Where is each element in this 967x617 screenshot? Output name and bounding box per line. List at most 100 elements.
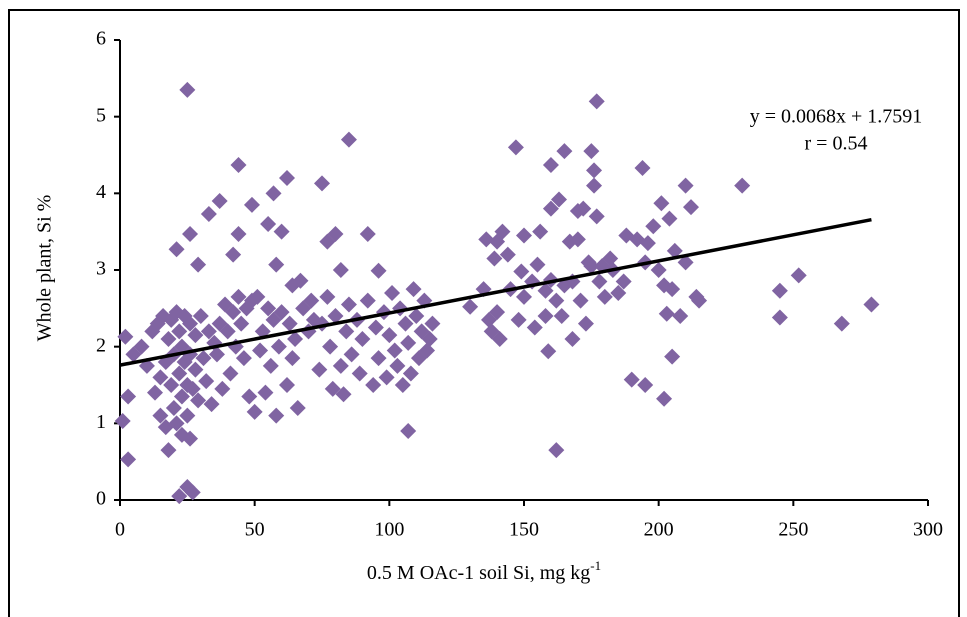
scatter-point [771, 309, 788, 326]
scatter-point [688, 288, 705, 305]
scatter-point [225, 246, 242, 263]
scatter-point [260, 300, 277, 317]
scatter-point [246, 403, 263, 420]
scatter-point [572, 292, 589, 309]
scatter-point [311, 361, 328, 378]
scatter-point [117, 328, 134, 345]
scatter-point [295, 300, 312, 317]
scatter-point [491, 331, 508, 347]
scatter-point [319, 288, 336, 305]
correlation-label: r = 0.54 [805, 133, 868, 155]
trend-equation: y = 0.0068x + 1.7591 [750, 106, 923, 128]
scatter-point [173, 388, 190, 405]
scatter-point [195, 350, 212, 367]
scatter-point [623, 371, 640, 388]
scatter-point [160, 442, 177, 459]
scatter-point [168, 415, 185, 432]
scatter-point [165, 400, 182, 416]
scatter-point [171, 323, 188, 340]
scatter-point [335, 386, 352, 403]
scatter-point [588, 208, 605, 225]
scatter-point [499, 246, 516, 263]
scatter-point [314, 175, 330, 192]
scatter-point [262, 357, 279, 374]
scatter-point [133, 338, 150, 355]
scatter-point [370, 350, 387, 367]
scatter-point [564, 331, 581, 347]
scatter-point [252, 342, 269, 359]
y-tick-label: 6 [96, 28, 106, 50]
scatter-point [322, 338, 339, 355]
scatter-point [516, 288, 532, 305]
scatter-point [419, 342, 436, 359]
scatter-point [278, 377, 295, 393]
scatter-point [664, 348, 681, 365]
scatter-point [147, 384, 164, 401]
y-tick-label: 0 [96, 488, 106, 510]
scatter-point [208, 346, 225, 363]
scatter-point [486, 250, 503, 267]
scatter-point [152, 369, 169, 386]
scatter-point [378, 369, 395, 386]
scatter-point [187, 327, 204, 344]
scatter-point [556, 143, 573, 160]
scatter-point [184, 380, 201, 397]
scatter-point [386, 342, 403, 359]
scatter-point [114, 413, 131, 430]
x-axis-label-superscript: -1 [590, 558, 601, 573]
scatter-point [510, 311, 527, 328]
scatter-point [268, 407, 285, 424]
scatter-point [152, 407, 169, 424]
scatter-point [400, 334, 417, 351]
scatter-point [588, 93, 605, 110]
scatter-point [664, 281, 681, 298]
x-tick-label: 0 [115, 519, 125, 541]
scatter-point [265, 185, 282, 202]
scatter-point [182, 225, 199, 242]
scatter-point [324, 380, 341, 397]
scatter-point [332, 357, 349, 374]
scatter-point [677, 177, 694, 194]
scatter-point [343, 346, 360, 363]
scatter-point [548, 292, 565, 309]
scatter-point [243, 196, 260, 213]
scatter-point [637, 377, 654, 393]
scatter-point [273, 304, 290, 321]
y-tick-label: 5 [96, 104, 106, 126]
scatter-point [682, 199, 699, 216]
scatter-point [338, 323, 355, 340]
scatter-point [529, 256, 546, 273]
scatter-point [480, 311, 497, 328]
scatter-point [319, 233, 336, 250]
scatter-point [182, 430, 199, 447]
scatter-point [230, 225, 247, 242]
scatter-point [179, 81, 196, 98]
scatter-point [400, 423, 417, 439]
scatter-point [402, 365, 419, 382]
scatter-point [235, 350, 252, 367]
scatter-point [596, 288, 613, 305]
scatter-point [179, 407, 196, 424]
scatter-point [365, 377, 382, 393]
scatter-point [214, 380, 231, 397]
scatter-point [200, 323, 217, 340]
scatter-point [507, 139, 524, 156]
trend-line [119, 217, 872, 367]
scatter-point [171, 488, 188, 505]
scatter-point [292, 272, 309, 289]
scatter-point [771, 282, 788, 299]
scatter-point [190, 392, 207, 409]
scatter-point [424, 315, 441, 332]
scatter-point [615, 273, 632, 290]
scatter-point [289, 400, 306, 416]
scatter-point [405, 281, 422, 298]
scatter-point [184, 484, 201, 501]
scatter-point [359, 292, 376, 309]
scatter-point [332, 262, 349, 278]
scatter-point [182, 315, 199, 332]
scatter-point [397, 315, 414, 332]
scatter-point [370, 262, 387, 279]
y-axis-label: Whole plant, Si % [34, 195, 56, 342]
scatter-point [219, 323, 236, 340]
scatter-point [160, 331, 177, 347]
